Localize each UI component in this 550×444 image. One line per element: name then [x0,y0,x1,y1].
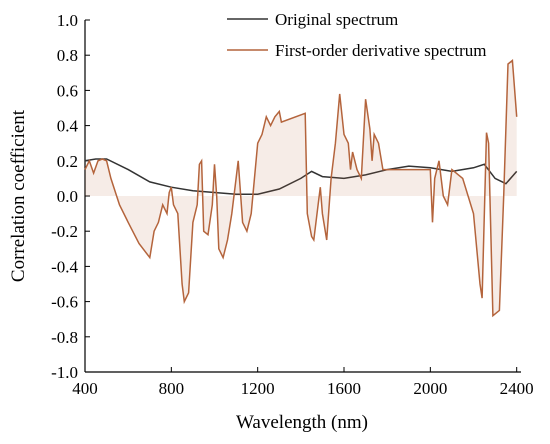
y-tick-label: 0.4 [57,117,79,136]
x-axis-label: Wavelength (nm) [236,412,368,433]
y-tick-label: -0.8 [51,328,78,347]
x-tick-label: 2000 [413,379,447,398]
y-tick-label: -1.0 [51,363,78,382]
series-line [84,158,518,195]
y-tick-label: -0.6 [51,293,78,312]
y-tick-label: -0.2 [51,222,78,241]
x-tick-label: 2400 [500,379,534,398]
y-tick-label: 0.6 [57,81,78,100]
x-tick-label: 800 [159,379,185,398]
y-tick-label: 1.0 [57,11,78,30]
legend-label: Original spectrum [275,10,398,29]
y-tick-label: -0.4 [51,257,78,276]
y-tick-label: 0.0 [57,187,78,206]
area-fill [85,60,517,316]
x-tick-label: 1200 [241,379,275,398]
y-tick-label: 0.8 [57,46,78,65]
y-axis-label: Correlation coefficient [8,109,29,282]
x-tick-label: 400 [72,379,98,398]
y-tick-label: 0.2 [57,152,78,171]
legend-label: First-order derivative spectrum [275,41,487,60]
series-line [84,59,518,318]
x-tick-label: 1600 [327,379,361,398]
